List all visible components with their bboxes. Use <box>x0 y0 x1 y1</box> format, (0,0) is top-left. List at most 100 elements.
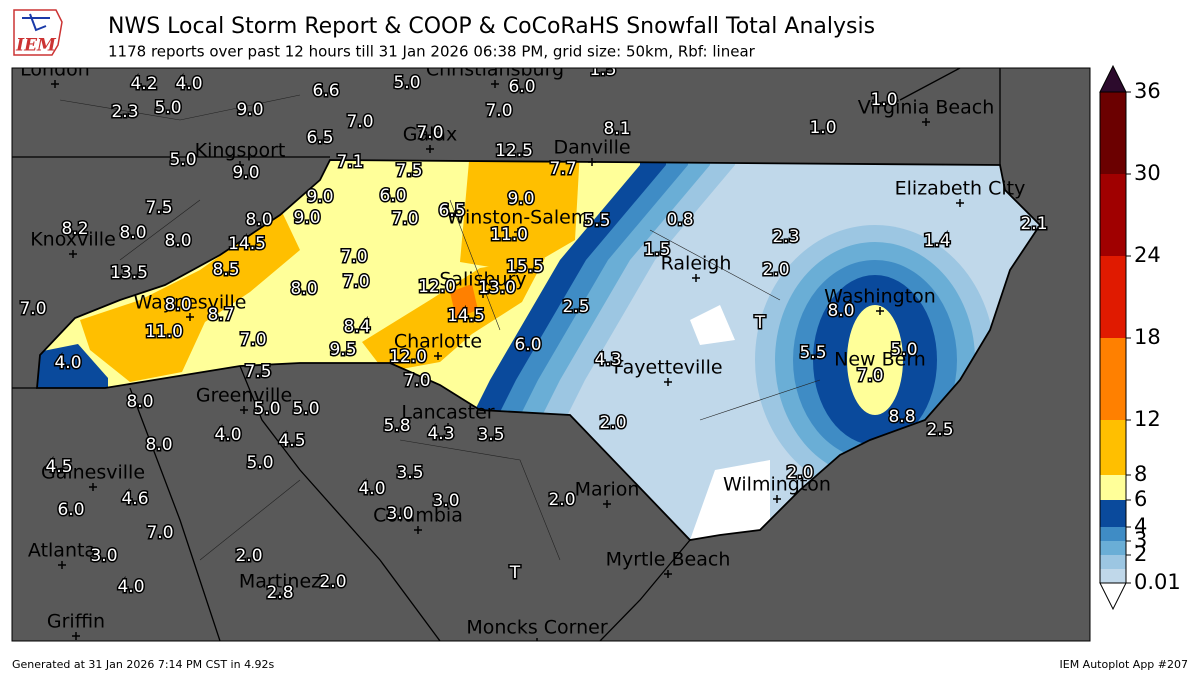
report-label: 7.0 <box>146 523 173 543</box>
report-label: 2.0 <box>786 463 813 483</box>
report-label: 1.0 <box>809 118 836 138</box>
report-label: 6.0 <box>57 500 84 520</box>
report-label: 7.0 <box>403 371 430 391</box>
report-label: 6.0 <box>514 335 541 355</box>
report-label: 4.6 <box>121 489 148 509</box>
city-label: Marion <box>575 479 640 501</box>
colorbar-tick-label: 18 <box>1134 325 1161 349</box>
report-label: 5.0 <box>169 150 196 170</box>
report-label: 2.5 <box>562 297 589 317</box>
report-label: 2.0 <box>319 572 346 592</box>
report-label: 9.0 <box>293 208 320 228</box>
report-label: 7.1 <box>336 152 363 172</box>
city-label: London <box>20 59 90 81</box>
band-fill <box>80 212 300 382</box>
report-label: 4.0 <box>175 74 202 94</box>
city-marker <box>514 228 522 236</box>
city-label: Martinez <box>239 571 321 593</box>
band-fill <box>847 305 903 415</box>
report-label: 4.0 <box>117 577 144 597</box>
colorbar-tick-label: 3 <box>1134 528 1147 552</box>
report-label: 6.5 <box>438 201 465 221</box>
report-labels: 4.2 4.0 2.3 5.0 9.0 6.6 5.0 6.0 1.5 7.0 7.0 6.5 7.0 1… <box>18 60 1049 605</box>
map: London Christiansburg Virginia Beach Galax K… <box>12 59 1090 641</box>
report-label: 8.0 <box>164 231 191 251</box>
city-marker <box>491 80 499 88</box>
city-marker <box>664 570 672 578</box>
colorbar-band <box>1100 174 1126 256</box>
city-marker <box>72 632 80 640</box>
city-marker <box>434 352 442 360</box>
report-label: 8.0 <box>119 223 146 243</box>
city-labels: London Christiansburg Virginia Beach Galax K… <box>20 59 1025 641</box>
report-label: 7.0 <box>342 272 369 292</box>
report-label: 3.0 <box>386 504 413 524</box>
city-label: Myrtle Beach <box>606 549 731 571</box>
city-marker <box>922 118 930 126</box>
report-label: 2.3 <box>111 102 138 122</box>
city-marker <box>276 592 284 600</box>
colorbar-band <box>1100 338 1126 420</box>
colorbar-tick-label: 24 <box>1134 243 1161 267</box>
report-label: 4.0 <box>214 425 241 445</box>
report-label: 11.0 <box>490 225 528 245</box>
report-label: 5.8 <box>383 416 410 436</box>
logo-text: IEM <box>15 36 57 56</box>
city-marker <box>89 483 97 491</box>
city-label: Raleigh <box>661 253 732 275</box>
report-label: 5.0 <box>154 98 181 118</box>
subtitle: 1178 reports over past 12 hours till 31 … <box>108 43 756 61</box>
report-label: 2.1 <box>1020 214 1047 234</box>
city-label: Columbia <box>373 505 463 527</box>
report-label: 3.5 <box>477 425 504 445</box>
city-label: Atlanta <box>28 540 96 562</box>
footer-right: IEM Autoplot App #207 <box>1060 658 1189 671</box>
city-label: Charlotte <box>394 331 482 353</box>
city-label: Wilmington <box>723 474 831 496</box>
report-label: T <box>754 313 766 333</box>
report-label: 4.0 <box>54 353 81 373</box>
city-label: Griffin <box>47 611 105 633</box>
city-marker <box>444 423 452 431</box>
band-fill <box>460 160 580 272</box>
report-label: 4.0 <box>358 479 385 499</box>
report-label: 8.2 <box>61 219 88 239</box>
city-marker <box>692 274 700 282</box>
report-label: 12.0 <box>389 347 427 367</box>
city-label: Winston-Salem <box>447 207 590 229</box>
report-label: 8.4 <box>343 317 370 337</box>
report-label: 8.7 <box>207 305 234 325</box>
report-label: 9.0 <box>507 189 534 209</box>
report-label: 7.0 <box>416 123 443 143</box>
report-label: 5.0 <box>393 73 420 93</box>
report-label: 12.5 <box>495 141 533 161</box>
report-label: 2.0 <box>235 546 262 566</box>
city-label: Christiansburg <box>426 59 564 81</box>
band-fill <box>37 344 108 392</box>
report-label: 6.0 <box>379 186 406 206</box>
report-label: 8.0 <box>827 301 854 321</box>
report-label: 4.5 <box>278 431 305 451</box>
report-label: 1.5 <box>589 60 616 80</box>
city-label: Knoxville <box>30 229 116 251</box>
city-marker <box>773 495 781 503</box>
city-label: New Bern <box>834 349 926 371</box>
city-marker <box>876 370 884 378</box>
city-marker <box>603 500 611 508</box>
city-marker <box>186 313 194 321</box>
report-label: 8.5 <box>212 260 239 280</box>
report-label: 4.3 <box>594 350 621 370</box>
colorbar-tick-label: 36 <box>1134 79 1161 103</box>
city-label: Danville <box>553 137 630 159</box>
report-label: 1.5 <box>643 240 670 260</box>
report-label: 9.5 <box>329 340 356 360</box>
report-label: 1.0 <box>870 90 897 110</box>
colorbar-tick-label: 2 <box>1134 542 1147 566</box>
report-label: 8.0 <box>245 210 272 230</box>
city-label: Galax <box>403 124 458 146</box>
band-fill <box>362 258 545 372</box>
report-label: 9.0 <box>306 187 333 207</box>
colorbar-tick-label: 12 <box>1134 407 1161 431</box>
city-label: Gainesville <box>41 462 145 484</box>
